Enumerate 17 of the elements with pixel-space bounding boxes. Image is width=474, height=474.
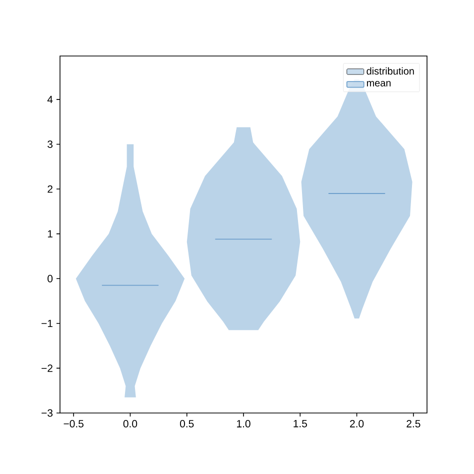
legend-label: distribution (366, 67, 414, 75)
x-tick-label: 1.0 (237, 420, 250, 428)
y-tick-label: 3 (48, 140, 53, 148)
x-tick-label: −0.5 (64, 420, 84, 428)
y-tick-label: 0 (48, 274, 53, 282)
y-tick-label: 4 (47, 96, 53, 104)
y-tick-label: −2 (42, 364, 52, 372)
y-tick-label: 1 (48, 230, 52, 238)
x-tick-label: 0.0 (123, 420, 138, 428)
x-tick-label: 2.5 (406, 420, 420, 428)
x-tick-label: 2.0 (350, 420, 364, 428)
y-tick-label: 2 (48, 185, 52, 193)
x-tick-label: 0.5 (180, 420, 194, 428)
y-tick-label: −1 (42, 320, 52, 328)
y-tick-label: −3 (42, 409, 53, 417)
x-tick-label: 1.5 (294, 420, 307, 428)
legend-label: mean (366, 81, 391, 86)
